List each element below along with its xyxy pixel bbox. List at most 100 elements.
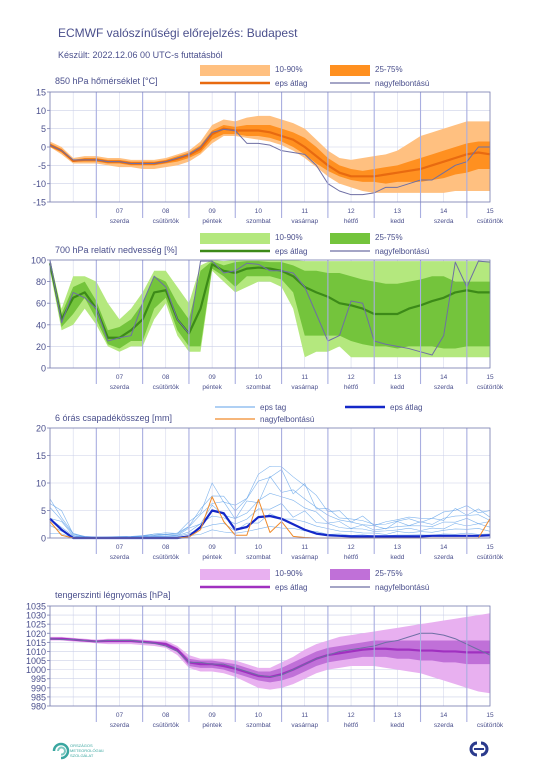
x-day-name: szerda — [110, 384, 130, 391]
x-day-number: 13 — [394, 374, 402, 381]
panel-title: 6 órás csapadékösszeg [mm] — [55, 413, 172, 423]
x-day-number: 14 — [440, 208, 448, 215]
x-day-number: 08 — [162, 712, 170, 719]
legend-label-hires: nagyfelbontású — [375, 79, 429, 88]
x-day-number: 08 — [162, 544, 170, 551]
band-25-75 — [50, 261, 490, 349]
x-day-name: péntek — [202, 218, 222, 225]
member-line — [49, 469, 491, 538]
x-day-name: csütörtök — [477, 722, 504, 729]
x-day-name: hétfő — [344, 218, 359, 225]
x-day-number: 09 — [208, 374, 216, 381]
y-tick-label: 0 — [41, 534, 46, 544]
x-day-number: 13 — [394, 712, 402, 719]
x-day-name: szerda — [110, 218, 130, 225]
legend-label-outer: 10-90% — [275, 233, 303, 242]
y-tick-label: 1030 — [26, 611, 46, 621]
y-tick-label: 985 — [31, 692, 46, 702]
y-tick-label: 1035 — [26, 602, 46, 612]
x-day-name: hétfő — [344, 384, 359, 391]
legend: 10-90% 25-75% eps átlag nagyfelbontású — [200, 65, 429, 88]
x-day-number: 12 — [347, 208, 355, 215]
x-day-name: szerda — [110, 554, 130, 561]
x-day-number: 10 — [255, 544, 263, 551]
legend-label-mean: eps átlag — [275, 247, 307, 256]
panel-mslp: tengerszinti légnyomás [hPa] 10-90% 25-75%… — [26, 569, 504, 729]
omsz-logo-mark-inner — [57, 746, 66, 756]
omsz-logo: ORSZÁGOS METEOROLÓGIAI SZOLGÁLAT — [52, 742, 104, 760]
legend: eps tag eps átlag nagyfelbontású — [215, 403, 422, 424]
y-tick-label: 60 — [36, 299, 46, 309]
legend-label-inner: 25-75% — [375, 233, 403, 242]
x-day-number: 12 — [347, 712, 355, 719]
y-tick-label: 1005 — [26, 656, 46, 666]
legend-label-hires: nagyfelbontású — [260, 415, 314, 424]
legend-label-hires: nagyfelbontású — [375, 583, 429, 592]
ecmwf-logo-bar — [474, 748, 484, 750]
x-day-number: 10 — [255, 712, 263, 719]
legend-swatch-outer — [200, 569, 270, 580]
x-day-number: 13 — [394, 544, 402, 551]
y-tick-label: 15 — [36, 451, 46, 461]
panel-title: tengerszinti légnyomás [hPa] — [55, 590, 171, 600]
x-day-name: hétfő — [344, 554, 359, 561]
page-subtitle: Készült: 2022.12.06 00 UTC-s futtatásból — [58, 50, 223, 60]
x-day-name: kedd — [390, 384, 404, 391]
x-day-name: szerda — [434, 218, 454, 225]
y-tick-label: -10 — [33, 179, 46, 189]
legend-swatch-inner — [330, 569, 370, 580]
x-day-number: 15 — [486, 712, 494, 719]
legend-label-mean: eps átlag — [390, 403, 422, 412]
y-tick-label: 20 — [36, 342, 46, 352]
x-day-number: 11 — [301, 208, 308, 215]
y-tick-label: 5 — [41, 124, 46, 134]
omsz-logo-text-3: SZOLGÁLAT — [70, 753, 94, 758]
x-day-name: vasárnap — [291, 218, 318, 225]
x-day-name: szerda — [434, 384, 454, 391]
legend-label-outer: 10-90% — [275, 65, 303, 74]
x-day-number: 12 — [347, 544, 355, 551]
x-day-name: szerda — [434, 722, 454, 729]
x-day-name: csütörtök — [477, 384, 504, 391]
legend-swatch-inner — [330, 233, 370, 244]
panel-rh700: 700 hPa relatív nedvesség [%] 10-90% 25-75… — [31, 233, 504, 391]
y-tick-label: 15 — [36, 88, 46, 98]
y-tick-label: 40 — [36, 320, 46, 330]
omsz-logo-mark — [52, 742, 70, 760]
x-day-number: 07 — [116, 374, 124, 381]
band-25-75 — [50, 637, 490, 683]
hires-line — [49, 632, 491, 678]
band-10-90 — [50, 613, 490, 694]
x-day-number: 15 — [486, 208, 494, 215]
panel-t850: 850 hPa hőmérséklet [°C] 10-90% 25-75% eps … — [33, 65, 504, 225]
mean-line — [48, 263, 490, 339]
x-day-name: csütörtök — [153, 384, 180, 391]
omsz-logo-text-2: METEOROLÓGIAI — [70, 748, 104, 753]
x-day-name: csütörtök — [153, 218, 180, 225]
mean-line — [49, 509, 491, 540]
x-day-number: 09 — [208, 544, 216, 551]
y-tick-label: 1025 — [26, 620, 46, 630]
x-day-name: szombat — [246, 722, 271, 729]
x-day-name: csütörtök — [477, 554, 504, 561]
x-day-number: 09 — [208, 208, 216, 215]
hires-line — [49, 128, 490, 196]
x-day-number: 07 — [116, 208, 124, 215]
x-day-number: 10 — [255, 208, 263, 215]
x-day-name: szombat — [246, 554, 271, 561]
panel-title: 700 hPa relatív nedvesség [%] — [55, 245, 177, 255]
ecmwf-logo-right — [480, 741, 489, 757]
x-day-name: vasárnap — [291, 722, 318, 729]
y-tick-label: 5 — [41, 506, 46, 516]
x-day-name: csütörtök — [153, 554, 180, 561]
y-tick-label: 995 — [31, 674, 46, 684]
x-day-name: hétfő — [344, 722, 359, 729]
legend: 10-90% 25-75% eps átlag nagyfelbontású — [200, 569, 429, 592]
x-day-name: kedd — [390, 218, 404, 225]
plot-frame — [49, 259, 491, 369]
y-tick-label: 1020 — [26, 629, 46, 639]
x-day-number: 11 — [301, 712, 308, 719]
x-day-number: 10 — [255, 374, 263, 381]
plot-frame — [49, 605, 491, 707]
